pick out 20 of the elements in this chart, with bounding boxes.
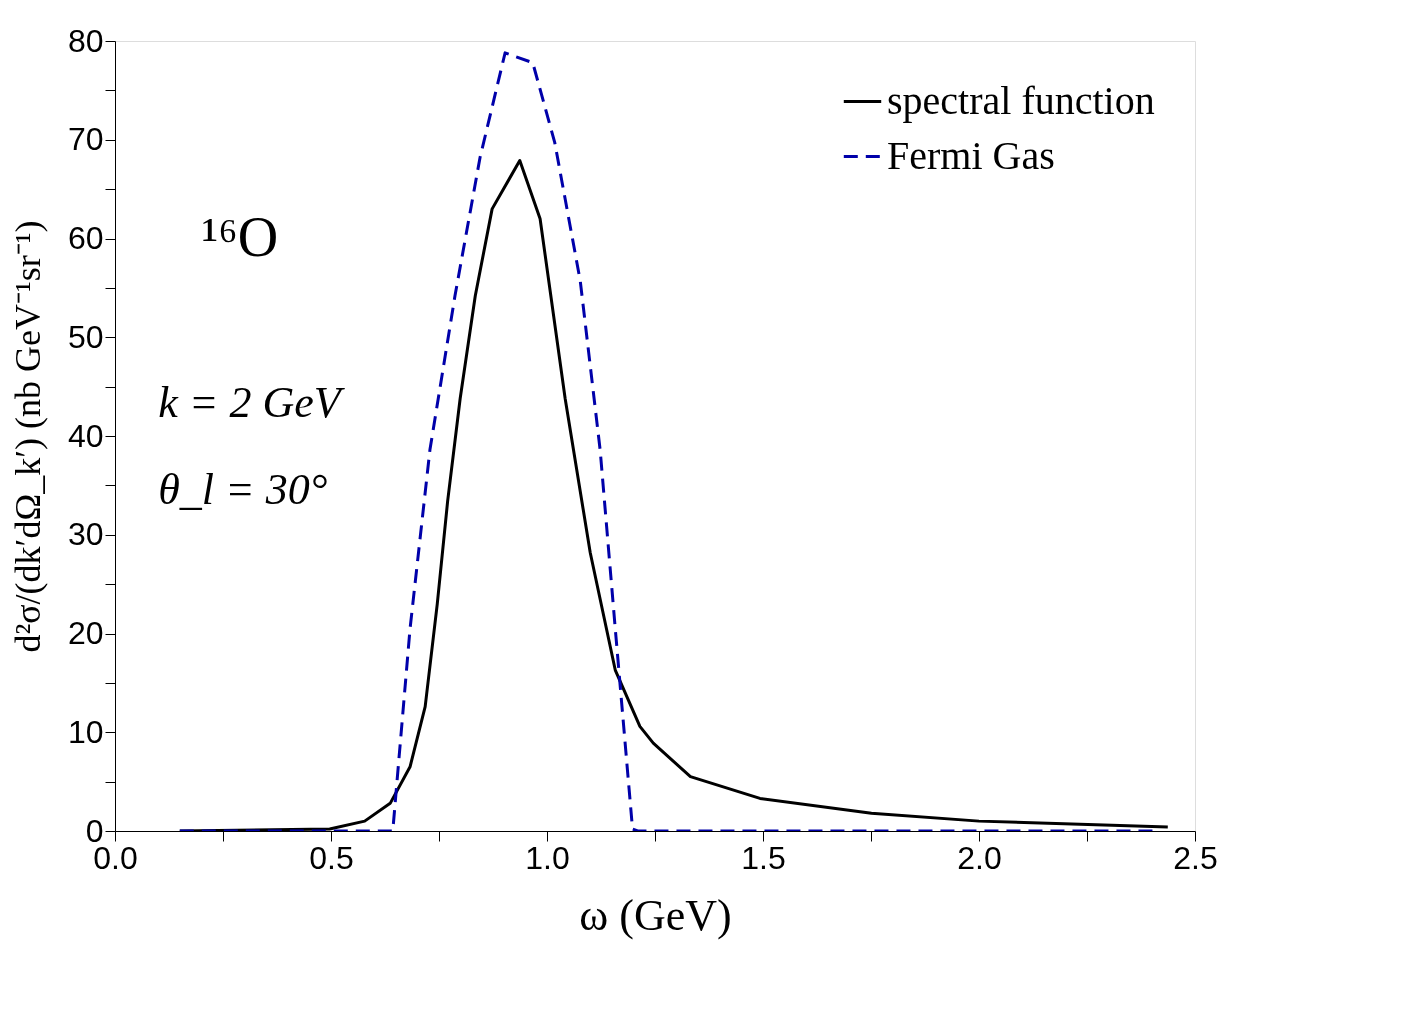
y-tick-label: 50 <box>67 318 104 355</box>
x-tick-label: 1.5 <box>741 839 786 876</box>
y-tick-label: 10 <box>67 713 104 750</box>
x-tick-label: 0.5 <box>309 839 354 876</box>
y-tick-label: 80 <box>67 22 104 59</box>
y-tick-label: 20 <box>67 615 104 651</box>
x-tick-label: 2.0 <box>957 839 1002 876</box>
annotation: k = 2 GeV <box>158 378 346 428</box>
x-tick-label: 1.0 <box>525 839 570 876</box>
x-axis-title: ω (GeV) <box>579 890 732 940</box>
annotation: θ_l = 30° <box>158 465 328 515</box>
legend-label: spectral function <box>887 77 1155 123</box>
y-tick-label: 40 <box>67 417 104 454</box>
y-tick-label: 60 <box>67 220 104 256</box>
legend-label: Fermi Gas <box>887 132 1055 178</box>
y-axis-title: d²σ/(dk′dΩ_k′) (nb GeV⁻¹sr⁻¹) <box>7 220 48 653</box>
annotation: ¹⁶O <box>201 205 279 268</box>
y-tick-label: 70 <box>67 121 104 158</box>
x-tick-label: 2.5 <box>1173 839 1218 876</box>
y-tick-label: 30 <box>67 516 104 553</box>
